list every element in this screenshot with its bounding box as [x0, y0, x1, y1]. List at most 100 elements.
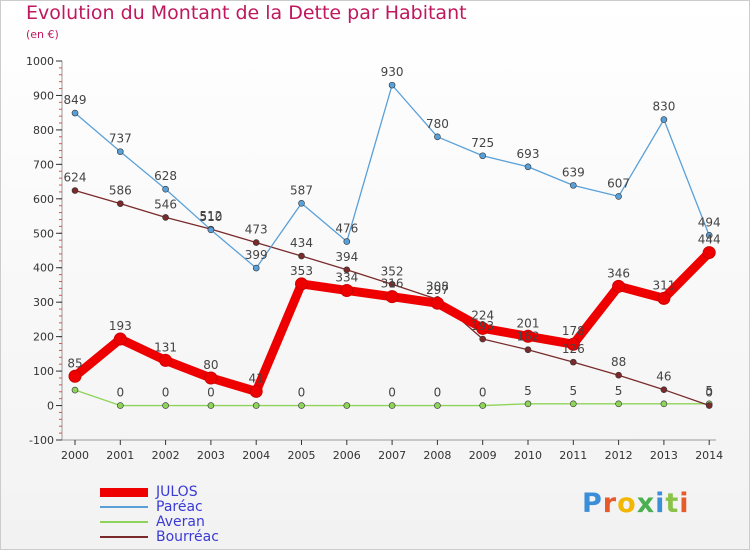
- series-3-data-label: 88: [611, 355, 626, 369]
- series-2-point: [252, 402, 260, 409]
- series-0-point: [612, 279, 626, 293]
- series-2-data-label: 5: [615, 384, 623, 398]
- series-0-point: [566, 337, 580, 351]
- series-1-data-label: 849: [64, 93, 87, 107]
- series-3-data-label: 308: [426, 279, 449, 293]
- logo-letter: i: [655, 488, 666, 519]
- series-3-data-label: 473: [245, 223, 268, 237]
- y-tick-label: 100: [33, 365, 54, 378]
- x-tick-label: 2011: [559, 449, 587, 462]
- series-0-point: [204, 371, 218, 385]
- chart-subtitle: (en €): [26, 28, 59, 41]
- series-0-data-label: 178: [562, 324, 585, 338]
- y-tick-label: 900: [33, 89, 54, 102]
- x-tick-label: 2005: [288, 449, 316, 462]
- series-2-point: [71, 386, 79, 394]
- series-1-data-label: 930: [381, 65, 404, 79]
- y-tick-label: -100: [29, 434, 54, 447]
- series-3-point: [479, 335, 487, 343]
- series-3-data-label: 0: [705, 386, 713, 400]
- series-3-point: [660, 386, 668, 393]
- series-1-point: [71, 109, 79, 117]
- series-3-data-label: 624: [64, 171, 87, 185]
- series-2-data-label: 0: [207, 386, 215, 400]
- series-1-point: [252, 264, 260, 272]
- series-2-data-label: 0: [162, 386, 170, 400]
- series-1-point: [207, 226, 215, 234]
- series-0-data-label: 297: [426, 283, 449, 297]
- logo-letter: r: [602, 488, 618, 519]
- series-1-data-label: 494: [698, 215, 721, 229]
- x-tick-label: 2014: [695, 449, 723, 462]
- series-0-data-label: 444: [698, 233, 721, 247]
- series-1-data-label: 607: [607, 176, 630, 190]
- series-2-point: [388, 402, 396, 409]
- series-3-point: [569, 358, 577, 366]
- legend-label: Averan: [156, 514, 205, 530]
- x-tick-label: 2007: [378, 449, 406, 462]
- series-1-point: [343, 238, 351, 245]
- series-2-data-label: 5: [524, 384, 532, 398]
- series-1-data-label: 510: [199, 210, 222, 224]
- series-2-point: [524, 400, 532, 408]
- series-0-data-label: 85: [67, 356, 82, 370]
- series-0-data-label: 193: [109, 319, 132, 333]
- proxiti-logo: ProxitiProxiti: [582, 488, 690, 519]
- series-1-point: [434, 133, 441, 141]
- y-tick-label: 800: [33, 124, 54, 137]
- x-tick-label: 2004: [242, 449, 270, 462]
- series-1-data-label: 639: [562, 165, 585, 179]
- chart-data-points: [68, 81, 716, 409]
- series-3-point: [705, 402, 713, 409]
- series-2-point: [343, 402, 351, 409]
- logo-letter: i: [679, 488, 690, 519]
- legend-item: Averan: [100, 514, 205, 530]
- series-0-data-label: 311: [652, 278, 675, 292]
- series-3-point: [298, 252, 305, 260]
- series-3-data-label: 352: [381, 264, 404, 278]
- series-2-point: [162, 402, 169, 409]
- logo-letter: o: [617, 488, 637, 519]
- series-2-point: [615, 400, 622, 408]
- series-1-data-label: 587: [290, 183, 313, 197]
- chart-axes: -100010020030040050060070080090010002000…: [26, 55, 723, 462]
- series-1-point: [569, 182, 577, 189]
- series-1-point: [705, 232, 713, 239]
- series-3-data-label: 586: [109, 184, 132, 198]
- series-1-point: [660, 116, 668, 123]
- series-0-data-label: 80: [203, 358, 218, 372]
- series-1-data-label: 780: [426, 117, 449, 131]
- series-0-data-label: 201: [517, 316, 540, 330]
- series-2-point: [569, 400, 577, 408]
- series-2-data-label: 0: [479, 386, 487, 400]
- series-2-data-label: 0: [116, 386, 124, 400]
- series-0-data-label: 131: [154, 340, 177, 354]
- series-0-data-label: 346: [607, 266, 630, 280]
- series-3-data-label: 46: [656, 370, 671, 384]
- logo-letter: P: [582, 488, 603, 519]
- y-tick-label: 1000: [26, 55, 54, 68]
- y-tick-label: 500: [33, 227, 54, 240]
- series-2-point: [117, 402, 124, 409]
- series-3-point: [162, 214, 169, 221]
- series-1-point: [162, 185, 169, 193]
- series-1-data-label: 628: [154, 169, 177, 183]
- series-0-point: [295, 277, 308, 291]
- series-0-point: [657, 291, 671, 305]
- y-tick-label: 0: [47, 400, 54, 413]
- series-2-point: [298, 402, 305, 409]
- series-2-data-label: 0: [434, 386, 442, 400]
- series-3-point: [252, 239, 260, 246]
- legend-swatch: [100, 487, 148, 497]
- y-tick-label: 600: [33, 193, 54, 206]
- series-1-point: [388, 81, 396, 89]
- series-3-data-label: 434: [290, 236, 313, 250]
- series-0-data-label: 316: [381, 277, 404, 291]
- x-tick-label: 2013: [650, 449, 678, 462]
- series-0-point: [385, 290, 399, 304]
- series-0-data-label: 334: [335, 270, 358, 284]
- y-tick-label: 700: [33, 158, 54, 171]
- series-0-point: [113, 332, 127, 346]
- series-1-data-label: 693: [517, 147, 540, 161]
